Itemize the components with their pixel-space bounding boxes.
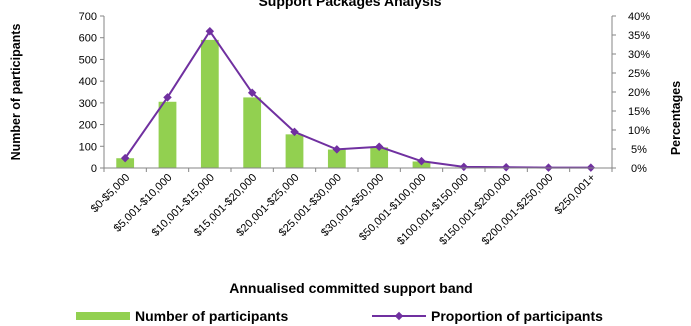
bar (158, 101, 177, 168)
bar (243, 97, 262, 168)
line-point (374, 142, 384, 151)
x-axis: $0-$5,000$5,001-$10,000$10,001-$15,000$1… (89, 167, 613, 248)
right-tick-label: 40% (628, 11, 650, 23)
right-tick-label: 20% (628, 87, 650, 99)
x-axis-label: Annualised committed support band (229, 280, 472, 296)
proportion-line (124, 29, 591, 169)
legend: Number of participants Proportion of par… (76, 308, 603, 324)
left-tick-label: 500 (79, 54, 97, 66)
line-point (417, 156, 426, 166)
right-tick-label: 0% (631, 163, 647, 175)
y-axis-label-left: Number of participants (9, 24, 23, 161)
bar (200, 39, 219, 169)
x-tick-label: $100,001-$150,000 (395, 172, 471, 248)
bar (285, 134, 304, 168)
y-axis-label-right: Percentages (669, 81, 683, 155)
left-tick-label: 300 (79, 98, 97, 110)
line-point (247, 88, 257, 98)
x-tick-label: $200,001-$250,000 (480, 172, 556, 248)
right-tick-label: 10% (628, 125, 650, 137)
line-point (459, 162, 469, 172)
line-point (290, 127, 299, 137)
line-point (163, 93, 172, 102)
bar (370, 147, 389, 168)
legend-swatch-marker (394, 311, 404, 321)
left-tick-label: 700 (79, 11, 97, 23)
x-tick-label: $0-$5,000 (89, 172, 133, 216)
right-tick-label: 5% (631, 144, 647, 156)
line-point (501, 162, 511, 172)
right-tick-label: 35% (628, 30, 650, 42)
right-tick-label: 30% (628, 49, 650, 61)
right-tick-label: 15% (628, 106, 650, 118)
left-tick-label: 400 (79, 76, 97, 88)
line-point (332, 145, 342, 154)
bar (116, 158, 135, 168)
plot-area (116, 26, 600, 172)
left-tick-label: 0 (91, 163, 97, 175)
bar (327, 149, 346, 168)
x-tick-label: $150,001-$200,000 (437, 172, 513, 248)
left-axis: 0 100 200 300 400 500 600 700 (79, 11, 105, 175)
legend-label-bar: Number of participants (135, 308, 288, 324)
left-tick-label: 200 (79, 120, 97, 132)
x-tick-label: $250,001+ (552, 172, 597, 217)
right-tick-label: 25% (628, 68, 650, 80)
legend-label-line: Proportion of participants (431, 308, 603, 324)
left-tick-label: 600 (79, 33, 97, 45)
legend-swatch-bar (76, 312, 130, 320)
left-tick-label: 100 (79, 141, 97, 153)
chart-title: Support Packages Analysis (258, 0, 441, 9)
right-axis: 0% 5% 10% 15% 20% 25% 30% 35% 40% (611, 11, 650, 175)
